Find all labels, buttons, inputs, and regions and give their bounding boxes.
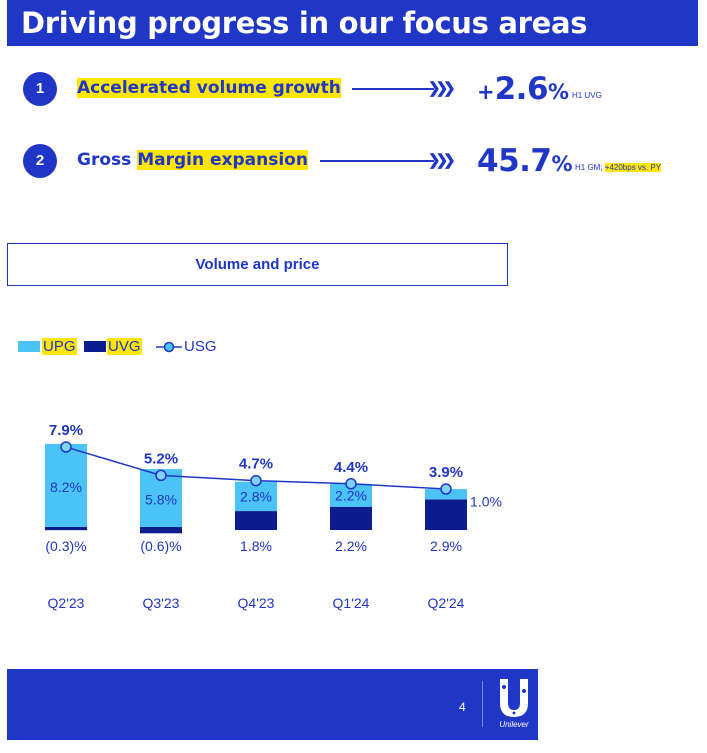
focus-label-2-highlight: Margin expansion — [137, 150, 308, 170]
note-text: H1 UVG — [572, 91, 602, 100]
label-uvg: 2.9% — [430, 538, 462, 554]
bar-uvg — [330, 506, 372, 530]
title-bar: Driving progress in our focus areas — [7, 0, 698, 46]
label-uvg: (0.6)% — [140, 538, 181, 554]
bar-upg — [235, 481, 277, 512]
label-upg: 2.8% — [240, 488, 272, 504]
logo-text: Unilever — [499, 720, 529, 729]
label-usg: 4.7% — [239, 456, 273, 473]
footer-divider — [482, 681, 483, 727]
legend-label-usg: USG — [184, 338, 217, 355]
arrow-right-icon: ❯❯❯ — [428, 80, 456, 97]
label-upg: 1.0% — [470, 493, 502, 509]
page-number: 4 — [459, 700, 466, 714]
legend-swatch-upg — [18, 341, 40, 352]
label-usg: 7.9% — [49, 422, 83, 439]
unilever-logo: Unilever — [494, 677, 534, 734]
metric-percent: % — [548, 80, 570, 104]
focus-label-2-pre: Gross — [77, 150, 138, 170]
metric-value: 2.6 — [494, 71, 549, 107]
volume-price-chart: 8.2% (0.3)% Q2'23 5.8% (0.6)% Q3'23 2.8% 1.8% Q4… — [45, 422, 502, 611]
category-label: Q4'23 — [238, 595, 275, 611]
page-title: Driving progress in our focus areas — [21, 6, 588, 40]
arrow-line-2 — [320, 160, 434, 162]
section-title: Volume and price — [195, 256, 320, 273]
focus-number-1: 1 — [23, 72, 57, 106]
usg-point — [60, 441, 72, 453]
category-label: Q2'23 — [48, 595, 85, 611]
focus-metric-2: 45.7% — [477, 143, 573, 179]
arrow-right-icon: ❯❯❯ — [428, 152, 456, 169]
category-label: Q3'23 — [143, 595, 180, 611]
label-usg: 4.4% — [334, 459, 368, 476]
label-uvg: 2.2% — [335, 538, 367, 554]
focus-label-1-highlight: Accelerated volume growth — [77, 78, 341, 98]
footer: 4 Unilever — [7, 669, 538, 740]
bar-uvg — [45, 527, 87, 531]
note-highlight: +420bps vs. PY — [604, 163, 662, 172]
focus-label-1: Accelerated volume growth — [77, 78, 341, 98]
focus-area-1: 1 Accelerated volume growth ❯❯❯ +2.6% H1… — [0, 65, 707, 115]
focus-number-2: 2 — [23, 144, 57, 178]
metric-prefix: + — [477, 80, 495, 104]
label-upg: 2.2% — [335, 487, 367, 503]
bar-uvg — [425, 499, 467, 530]
label-usg: 5.2% — [144, 450, 178, 467]
usg-point — [250, 474, 262, 487]
usg-point — [345, 478, 357, 490]
legend-swatch-uvg — [84, 341, 106, 352]
focus-note-2: H1 GM; +420bps vs. PY — [575, 163, 662, 172]
arrow-line-1 — [352, 88, 434, 90]
usg-point — [155, 469, 167, 482]
label-uvg: 1.8% — [240, 538, 272, 554]
focus-note-1: H1 UVG — [572, 91, 602, 100]
section-title-box: Volume and price — [7, 243, 508, 286]
usg-point — [440, 483, 452, 495]
label-upg: 8.2% — [50, 479, 82, 495]
focus-metric-1: +2.6% — [477, 71, 569, 107]
category-label: Q1'24 — [333, 595, 370, 611]
legend-label-uvg: UVG — [107, 338, 142, 355]
label-upg: 5.8% — [145, 492, 177, 508]
category-label: Q2'24 — [428, 595, 465, 611]
metric-value: 45.7 — [477, 143, 552, 179]
bar-upg — [45, 443, 87, 530]
focus-label-2: Gross Margin expansion — [77, 150, 308, 170]
note-text: H1 GM; — [575, 163, 605, 172]
focus-area-2: 2 Gross Margin expansion ❯❯❯ 45.7% H1 GM… — [0, 137, 707, 187]
bar-uvg — [235, 511, 277, 530]
metric-percent: % — [551, 152, 573, 176]
label-uvg: (0.3)% — [45, 538, 86, 554]
bar-upg — [330, 483, 372, 507]
legend-line-marker-icon — [156, 341, 182, 353]
legend-label-upg: UPG — [42, 338, 77, 355]
bar-uvg — [140, 527, 182, 534]
label-usg: 3.9% — [429, 464, 463, 481]
